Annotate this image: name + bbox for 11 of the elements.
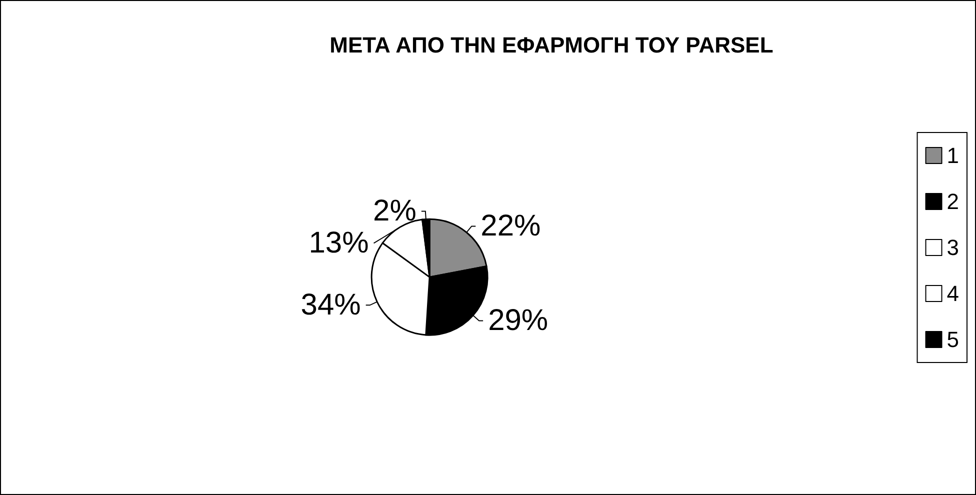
legend-label: 3 xyxy=(946,235,960,260)
legend-label: 5 xyxy=(946,327,960,352)
data-label: 29% xyxy=(488,304,548,338)
data-label: 2% xyxy=(373,194,416,228)
legend-label: 1 xyxy=(946,143,960,168)
data-label: 13% xyxy=(308,226,369,260)
data-label: 34% xyxy=(300,288,361,322)
data-label: 22% xyxy=(480,210,541,243)
legend-label: 2 xyxy=(946,189,960,214)
chart-title: ΜΕΤΑ ΑΠΟ ΤΗΝ ΕΦΑΡΜΟΓΗ ΤΟΥ PARSEL xyxy=(330,32,774,58)
legend-label: 4 xyxy=(946,281,960,306)
